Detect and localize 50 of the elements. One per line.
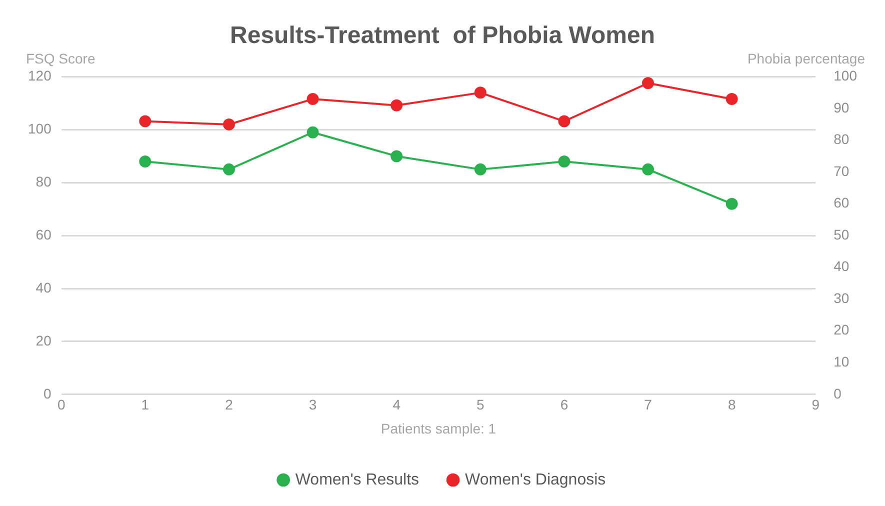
chart-title: Results-Treatment of Phobia Women (230, 22, 655, 50)
y2-tick-label: 20 (834, 322, 850, 338)
y-tick-label: 60 (36, 226, 52, 242)
point (306, 93, 319, 106)
point (474, 163, 486, 176)
y-tick-label: 0 (44, 385, 52, 402)
point (558, 155, 570, 168)
x-tick-label: 7 (644, 396, 652, 413)
y2-tick-label: 80 (834, 131, 850, 148)
y-tick-label: 120 (28, 68, 52, 84)
x-tick-label: 4 (392, 396, 401, 413)
x-tick-label: 3 (308, 396, 317, 413)
x-tick-label: 2 (225, 396, 234, 413)
point (390, 150, 403, 162)
point (139, 155, 152, 168)
x-tick-label: 6 (560, 396, 568, 413)
x-axis-title: Patients sample: 1 (380, 420, 496, 436)
point (642, 163, 654, 176)
y2-tick-label: 50 (834, 226, 850, 242)
legend-label: Women's Diagnosis (465, 471, 606, 488)
y2-tick-label: 90 (834, 99, 850, 116)
point (726, 93, 738, 106)
y2-tick-label: 60 (834, 194, 850, 211)
y-tick-label: 100 (28, 120, 52, 137)
point (139, 115, 152, 128)
y-axis-title: FSQ Score (26, 50, 96, 67)
x-tick-label: 5 (476, 396, 485, 413)
point (642, 77, 654, 90)
point (390, 99, 403, 112)
x-tick-label: 9 (812, 396, 820, 413)
y-tick-label: 40 (36, 279, 52, 296)
y2-tick-label: 100 (834, 68, 858, 84)
y-tick-label: 80 (36, 174, 52, 190)
y2-tick-label: 10 (834, 354, 850, 370)
y2-tick-label: 30 (834, 290, 850, 306)
y-tick-label: 20 (36, 332, 52, 348)
y2-axis-title: Phobia percentage (747, 50, 866, 67)
point (222, 118, 235, 130)
point (558, 115, 570, 128)
y2-tick-label: 70 (834, 162, 850, 179)
x-tick-label: 0 (57, 396, 66, 413)
point (474, 86, 486, 99)
x-tick-label: 8 (728, 396, 736, 413)
point (726, 198, 738, 210)
point (222, 163, 235, 176)
y2-tick-label: 40 (834, 258, 850, 274)
x-tick-label: 1 (141, 396, 150, 413)
point (306, 126, 319, 138)
legend-label: Women's Results (295, 471, 420, 488)
y2-tick-label: 0 (834, 385, 842, 402)
